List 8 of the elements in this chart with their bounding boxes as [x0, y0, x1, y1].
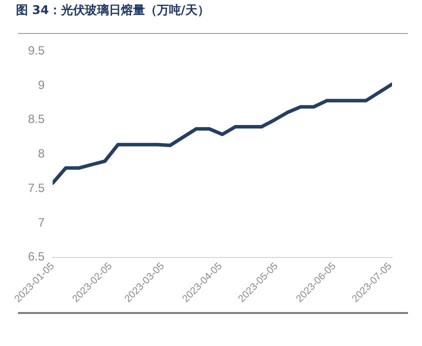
- y-tick-label: 6.5: [28, 250, 45, 264]
- y-tick-label: 8.5: [28, 112, 45, 126]
- y-tick-label: 8: [38, 146, 45, 161]
- y-tick-label: 7.5: [28, 180, 45, 195]
- y-tick-label: 7: [38, 215, 45, 230]
- chart-title: 图 34：光伏玻璃日熔量（万吨/天）: [16, 2, 210, 19]
- y-tick-label: 9.5: [28, 44, 45, 58]
- y-tick-label: 9: [38, 78, 45, 92]
